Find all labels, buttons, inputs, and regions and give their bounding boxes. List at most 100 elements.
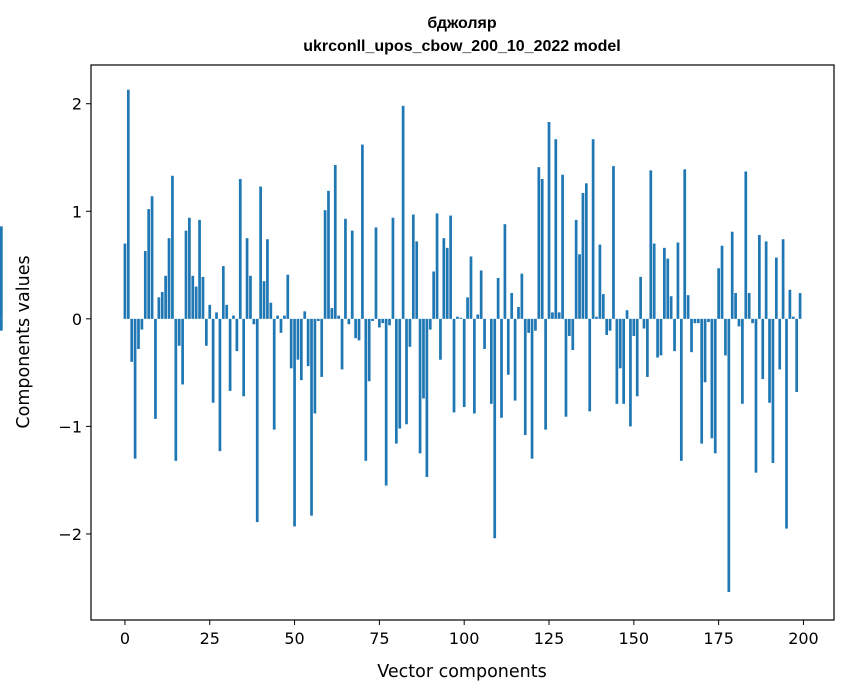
- bar-116: [517, 307, 520, 319]
- bar-120: [530, 318, 534, 459]
- x-tick-label: 125: [534, 629, 565, 648]
- x-axis-ticks: 0 25 50 75 100 125 150 175 200: [120, 620, 819, 648]
- bar-173: [710, 318, 714, 439]
- bar-55: [310, 318, 313, 516]
- bar-165: [683, 169, 687, 319]
- bar-38: [252, 318, 256, 325]
- bar-129: [561, 174, 564, 319]
- bar-97: [452, 318, 456, 413]
- bar-134: [578, 254, 581, 319]
- bar-35: [242, 318, 246, 397]
- x-tick-label: 200: [788, 629, 819, 648]
- bar-85: [411, 214, 415, 319]
- bar-198: [795, 318, 799, 392]
- bar-172: [707, 318, 710, 323]
- bar-123: [540, 179, 544, 319]
- bar-15: [174, 318, 178, 461]
- bar-136: [584, 183, 588, 319]
- y-axis-ticks: −2 −1 0 1 2: [58, 95, 91, 544]
- bar-199: [798, 293, 802, 319]
- bar-81: [398, 318, 402, 429]
- bar-66: [347, 318, 351, 325]
- bar-177: [724, 318, 727, 356]
- chart-title: бджоляр: [427, 15, 496, 32]
- bar-184: [747, 293, 751, 319]
- x-tick-label: 150: [619, 629, 650, 648]
- bar-45: [276, 315, 279, 319]
- bar-118: [523, 318, 527, 435]
- bar-103: [473, 318, 476, 414]
- bar-56: [313, 318, 317, 414]
- bar-146: [618, 318, 622, 369]
- bar-164: [679, 318, 683, 461]
- bar-1: [126, 89, 130, 319]
- bar-194: [781, 239, 785, 319]
- bar-168: [693, 318, 697, 324]
- bar-40: [259, 186, 262, 319]
- bar-49: [289, 318, 293, 369]
- x-tick-label: 25: [200, 629, 220, 648]
- bar-undefined: [0, 318, 3, 331]
- x-tick-label: 175: [703, 629, 734, 648]
- bar-99: [459, 317, 463, 319]
- bar-52: [299, 318, 303, 381]
- bar-128: [557, 312, 561, 319]
- bar-93: [439, 318, 442, 360]
- bar-11: [160, 291, 164, 319]
- bar-181: [737, 318, 741, 327]
- bar-62: [333, 165, 337, 319]
- bar-144: [612, 166, 615, 319]
- bar-73: [371, 318, 374, 321]
- bar-139: [595, 316, 598, 319]
- bar-154: [646, 318, 649, 377]
- bar-155: [649, 170, 653, 319]
- bar-195: [785, 318, 788, 529]
- bar-53: [303, 311, 307, 319]
- bar-12: [164, 275, 167, 319]
- bar-7: [147, 209, 151, 319]
- bar-101: [466, 297, 469, 319]
- bar-80: [394, 318, 398, 444]
- bar-102: [469, 256, 473, 319]
- bar-137: [588, 318, 592, 412]
- bar-54: [306, 318, 310, 367]
- bar-147: [622, 318, 626, 404]
- bar-84: [408, 318, 412, 347]
- bar-182: [741, 318, 744, 404]
- bar-48: [286, 274, 290, 319]
- bar-187: [758, 234, 761, 319]
- bar-41: [262, 281, 266, 319]
- y-tick-label: −2: [58, 525, 82, 544]
- bar-148: [625, 310, 629, 319]
- bar-75: [378, 318, 381, 328]
- bar-142: [605, 318, 609, 335]
- x-tick-label: 50: [284, 629, 304, 648]
- bar-111: [500, 318, 503, 418]
- bar-2: [130, 318, 134, 362]
- bar-159: [663, 247, 666, 319]
- bar-162: [673, 318, 676, 352]
- bar-112: [503, 224, 507, 319]
- bar-160: [666, 258, 670, 319]
- bar-90: [428, 318, 432, 330]
- bar-138: [591, 139, 595, 319]
- bar-4: [137, 318, 140, 349]
- bar-76: [381, 318, 385, 324]
- bar-77: [384, 318, 388, 486]
- bar-42: [266, 239, 269, 319]
- bar-150: [632, 318, 636, 337]
- bar-16: [177, 318, 181, 346]
- bar-51: [296, 318, 300, 360]
- bar-68: [354, 318, 357, 339]
- bar-47: [283, 315, 286, 319]
- bar-131: [568, 318, 571, 337]
- bar-86: [415, 241, 419, 319]
- bar-186: [754, 318, 758, 473]
- bar-119: [527, 318, 531, 333]
- bar-188: [761, 318, 765, 380]
- bar-25: [208, 304, 212, 319]
- bar-96: [449, 215, 452, 319]
- bar-3: [133, 318, 137, 459]
- bar-64: [340, 318, 344, 370]
- bar-166: [686, 295, 690, 319]
